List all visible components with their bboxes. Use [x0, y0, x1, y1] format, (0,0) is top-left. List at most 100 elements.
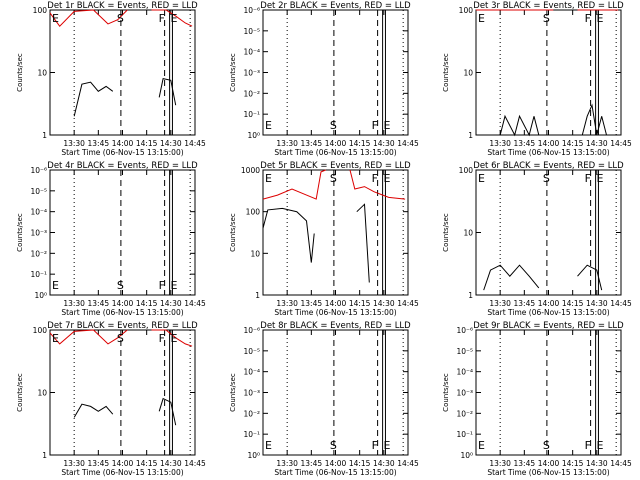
x-tick-label: 14:00 [538, 459, 560, 468]
chart-title: Det 3r BLACK = Events, RED = LLD [473, 1, 624, 11]
series-line [49, 329, 128, 345]
marker-letter-e-left: E [265, 439, 272, 452]
chart-panel-3: Det 3r BLACK = Events, RED = LLD Counts/s… [442, 1, 632, 157]
marker-letter-f: F [372, 172, 378, 185]
y-tick-label: 100 [33, 326, 48, 335]
x-tick-label: 14:45 [397, 299, 419, 308]
series-line [349, 169, 406, 200]
marker-letter-s: S [117, 279, 124, 292]
y-tick-label: 10 [37, 69, 47, 78]
marker-letter-s: S [117, 12, 124, 25]
y-axis-label: Counts/sec [16, 213, 24, 252]
series-line [49, 9, 128, 27]
x-tick-label: 14:00 [538, 299, 560, 308]
x-tick-label: 13:30 [489, 459, 511, 468]
x-tick-label: 14:45 [610, 139, 632, 148]
x-axis-label: Start Time (06-Nov-15 13:15:00) [487, 468, 609, 477]
x-tick-label: 14:15 [349, 139, 371, 148]
x-tick-label: 13:30 [489, 139, 511, 148]
y-axis-label: Counts/sec [442, 53, 450, 92]
chart-panel-8: Det 8r BLACK = Events, RED = LLD Counts/s… [229, 321, 419, 477]
marker-letter-s: S [330, 119, 337, 132]
x-tick-label: 14:45 [184, 459, 206, 468]
y-axis-label: Counts/sec [229, 53, 237, 92]
y-tick-label: 1 [468, 291, 473, 300]
y-tick-label: 10 [463, 69, 473, 78]
x-tick-label: 13:45 [514, 299, 536, 308]
marker-letter-e-right: E [170, 332, 177, 345]
x-tick-label: 14:30 [373, 459, 395, 468]
y-axis-label: Counts/sec [442, 213, 450, 252]
y-tick-label: 10⁻¹ [30, 270, 47, 279]
series-line [151, 9, 193, 27]
x-tick-label: 14:30 [586, 459, 608, 468]
x-tick-label: 14:00 [112, 299, 134, 308]
y-tick-label: 10⁰ [460, 451, 473, 460]
y-axis-label: Counts/sec [229, 213, 237, 252]
marker-letter-e-left: E [478, 439, 485, 452]
y-tick-label: 1 [42, 451, 47, 460]
marker-letter-f: F [585, 172, 591, 185]
x-tick-label: 14:30 [586, 139, 608, 148]
marker-letter-s: S [543, 439, 550, 452]
chart-title: Det 2r BLACK = Events, RED = LLD [260, 1, 411, 11]
plot-frame [262, 169, 409, 296]
x-tick-label: 14:30 [373, 139, 395, 148]
chart-title: Det 6r BLACK = Events, RED = LLD [473, 161, 624, 171]
y-tick-label: 10⁻⁴ [456, 368, 473, 377]
y-tick-label: 10⁻¹ [243, 430, 260, 439]
x-tick-label: 14:15 [562, 299, 584, 308]
y-axis-label: Counts/sec [16, 373, 24, 412]
series-line [262, 169, 326, 200]
x-tick-label: 14:45 [397, 459, 419, 468]
series-line [158, 78, 177, 106]
y-tick-label: 10⁻³ [30, 229, 47, 238]
y-tick-label: 100 [246, 208, 261, 217]
x-axis-label: Start Time (06-Nov-15 13:15:00) [274, 148, 396, 157]
y-axis-label: Counts/sec [442, 373, 450, 412]
chart-title: Det 9r BLACK = Events, RED = LLD [473, 321, 624, 331]
plot-frame [49, 169, 196, 296]
marker-letter-e-left: E [52, 332, 59, 345]
marker-letter-e-left: E [52, 12, 59, 25]
y-tick-label: 10⁻² [243, 409, 260, 418]
x-tick-label: 14:00 [325, 459, 347, 468]
x-axis-label: Start Time (06-Nov-15 13:15:00) [61, 148, 183, 157]
x-tick-label: 14:15 [136, 459, 158, 468]
marker-letter-s: S [543, 12, 550, 25]
x-tick-label: 14:45 [610, 299, 632, 308]
plot-frame [49, 329, 196, 456]
chart-title: Det 1r BLACK = Events, RED = LLD [47, 1, 198, 11]
marker-letter-f: F [159, 12, 165, 25]
series-line [356, 203, 370, 283]
marker-letter-e-right: E [383, 119, 390, 132]
series-line [158, 397, 177, 426]
x-axis-label: Start Time (06-Nov-15 13:15:00) [274, 308, 396, 317]
y-tick-label: 1 [468, 131, 473, 140]
y-tick-label: 10⁻⁵ [243, 347, 260, 356]
y-tick-label: 10 [463, 229, 473, 238]
x-tick-label: 13:30 [276, 459, 298, 468]
marker-letter-e-right: E [170, 279, 177, 292]
marker-letter-f: F [159, 279, 165, 292]
chart-title: Det 4r BLACK = Events, RED = LLD [47, 161, 198, 171]
series-line [73, 403, 114, 418]
x-tick-label: 13:45 [301, 459, 323, 468]
x-tick-label: 14:30 [160, 299, 182, 308]
y-tick-label: 10⁻⁶ [243, 6, 260, 15]
x-tick-label: 14:15 [562, 459, 584, 468]
marker-letter-e-left: E [478, 12, 485, 25]
series-line [577, 264, 603, 291]
y-tick-label: 100 [459, 166, 474, 175]
x-axis-label: Start Time (06-Nov-15 13:15:00) [274, 468, 396, 477]
marker-letter-s: S [543, 172, 550, 185]
chart-panel-4: Det 4r BLACK = Events, RED = LLD Counts/s… [16, 161, 206, 317]
y-tick-label: 100 [459, 6, 474, 15]
marker-letter-s: S [117, 332, 124, 345]
y-tick-label: 10⁻¹ [243, 110, 260, 119]
plot-frame [475, 9, 622, 136]
y-axis-label: Counts/sec [229, 373, 237, 412]
marker-letter-f: F [159, 332, 165, 345]
y-tick-label: 10⁻⁶ [456, 326, 473, 335]
